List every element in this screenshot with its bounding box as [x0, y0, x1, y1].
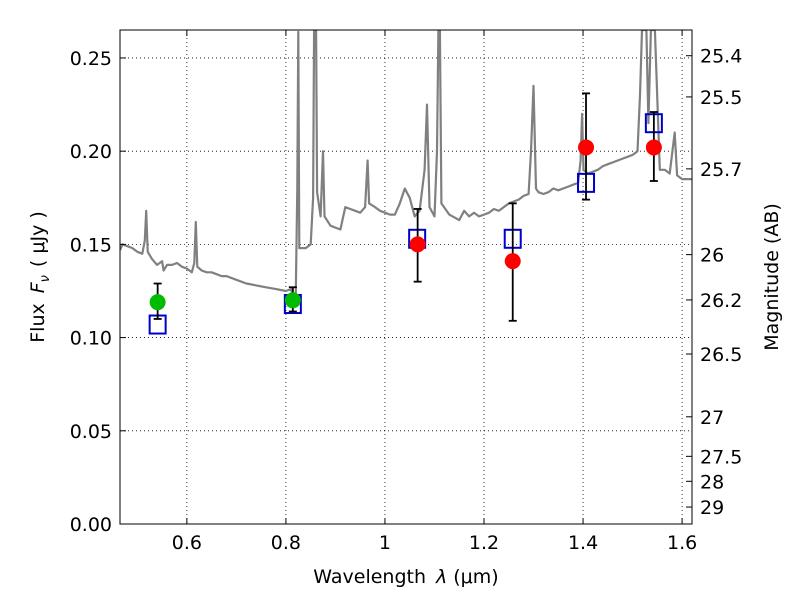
magnitude-tick-label: 28 — [700, 471, 724, 493]
x-tick-label: 1 — [379, 532, 391, 554]
magnitude-tick-label: 27.5 — [700, 446, 742, 468]
axis-ticks: 0.6 0.8 1 1.2 1.4 1.6 0.00 0.05 0.10 0.15 0.20 0.25… — [70, 30, 742, 554]
y-tick-label: 0.00 — [70, 514, 112, 536]
y-tick-label: 0.15 — [70, 234, 112, 256]
y-tick-label: 0.20 — [70, 141, 112, 163]
magnitude-tick-label: 26 — [700, 245, 724, 267]
photometry-point — [504, 253, 521, 270]
y-axis-label: FluxFν( μJy ) — [27, 211, 53, 343]
photometry-point — [578, 139, 595, 156]
x-tick-label: 1.6 — [667, 532, 697, 554]
magnitude-tick-label: 27 — [700, 407, 724, 429]
magnitude-tick-label: 25.4 — [700, 46, 742, 68]
photometry-point — [284, 292, 301, 309]
x-axis-label: Wavelength λ (μm) — [313, 566, 498, 588]
photometry-point — [149, 294, 166, 311]
y-tick-label: 0.25 — [70, 48, 112, 70]
x-tick-label: 0.8 — [271, 532, 301, 554]
x-tick-label: 1.4 — [568, 532, 598, 554]
spectrum-line — [120, 30, 692, 298]
y2-axis-label: Magnitude (AB) — [761, 203, 783, 351]
plot-area — [120, 30, 692, 335]
photometry-point — [409, 236, 426, 253]
magnitude-tick-label: 29 — [700, 497, 724, 519]
x-tick-label: 1.2 — [469, 532, 499, 554]
grid — [120, 30, 692, 525]
y-tick-label: 0.05 — [70, 421, 112, 443]
plot-frame — [119, 29, 693, 525]
magnitude-tick-label: 25.7 — [700, 159, 742, 181]
photometry-point — [645, 139, 662, 156]
y-tick-label: 0.10 — [70, 328, 112, 350]
magnitude-tick-label: 25.5 — [700, 87, 742, 109]
x-tick-label: 0.6 — [172, 532, 202, 554]
magnitude-tick-label: 26.2 — [700, 290, 742, 312]
magnitude-tick-label: 26.5 — [700, 344, 742, 366]
